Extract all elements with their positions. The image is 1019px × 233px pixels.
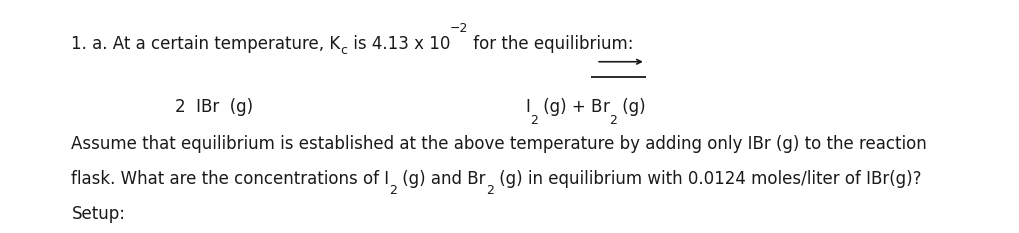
Text: 2: 2 (485, 184, 493, 197)
Text: c: c (340, 44, 347, 57)
Text: Assume that equilibrium is established at the above temperature by adding only I: Assume that equilibrium is established a… (71, 135, 926, 153)
Text: 2: 2 (608, 114, 616, 127)
Text: flask. What are the concentrations of I: flask. What are the concentrations of I (71, 170, 389, 188)
Text: 2: 2 (530, 114, 538, 127)
Text: 2  IBr  (g): 2 IBr (g) (175, 98, 253, 116)
Text: (g): (g) (616, 98, 645, 116)
Text: is 4.13 x 10: is 4.13 x 10 (347, 35, 449, 53)
Text: r: r (602, 98, 608, 116)
Text: Setup:: Setup: (71, 205, 125, 223)
Text: (g) + B: (g) + B (538, 98, 602, 116)
Text: (g) in equilibrium with 0.0124 moles/liter of IBr(g)?: (g) in equilibrium with 0.0124 moles/lit… (493, 170, 920, 188)
Text: for the equilibrium:: for the equilibrium: (468, 35, 633, 53)
Text: 1. a. At a certain temperature, K: 1. a. At a certain temperature, K (71, 35, 340, 53)
Text: 2: 2 (389, 184, 397, 197)
Text: I: I (525, 98, 530, 116)
Text: (g) and Br: (g) and Br (397, 170, 485, 188)
Text: −2: −2 (449, 22, 468, 35)
